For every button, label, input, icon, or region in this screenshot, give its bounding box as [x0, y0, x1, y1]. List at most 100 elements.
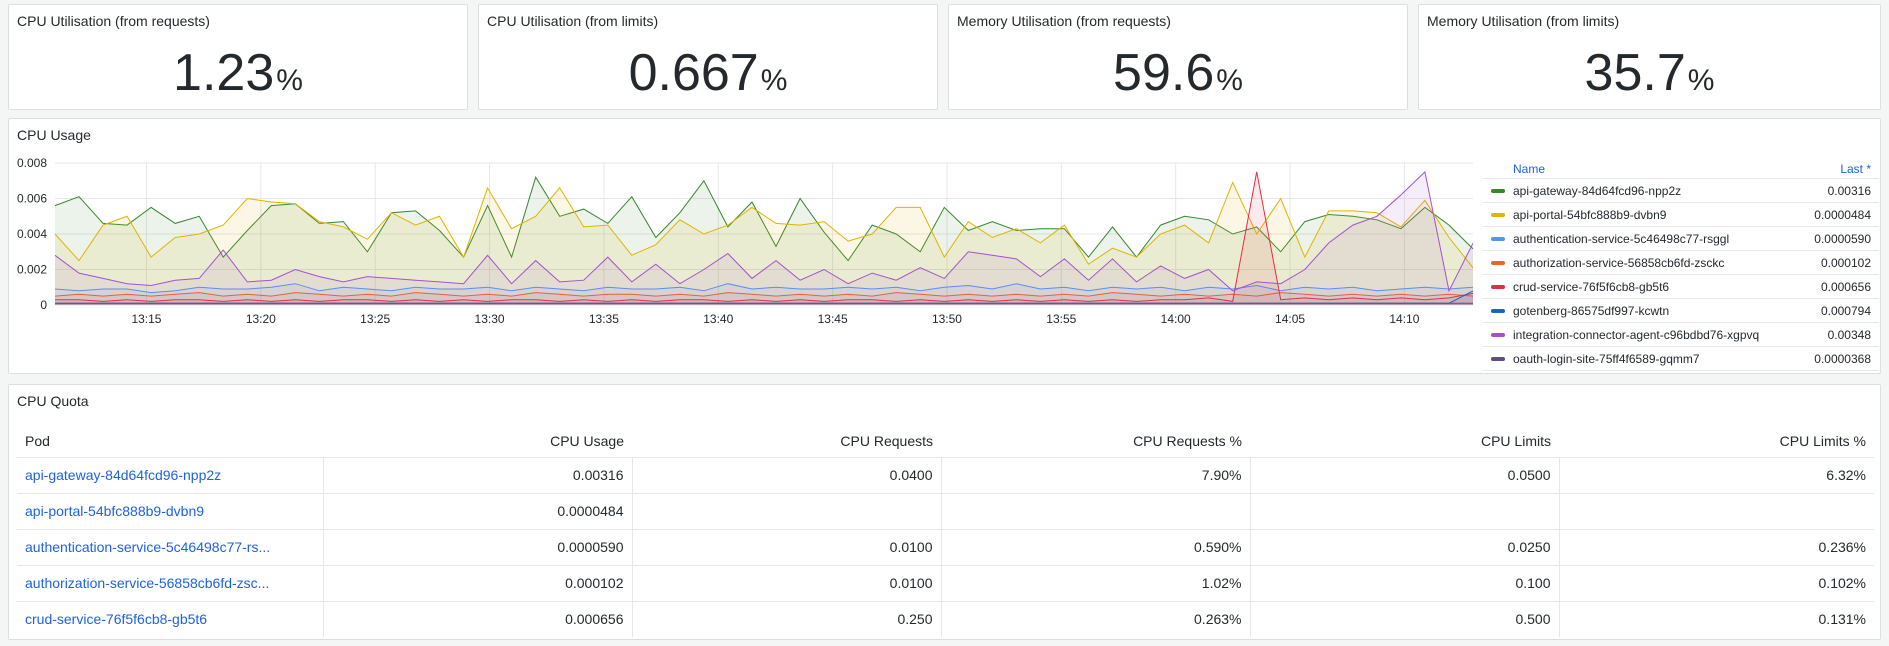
x-tick-label: 13:35 [589, 312, 619, 326]
y-tick-label: 0.008 [17, 156, 47, 170]
x-tick-label: 13:50 [932, 312, 962, 326]
legend-item-name: api-portal-54bfc888b9-dvbn9 [1513, 207, 1667, 222]
table-cell: 0.250 [631, 601, 941, 637]
series-area [55, 182, 1473, 305]
x-tick-label: 13:45 [818, 312, 848, 326]
legend-item[interactable]: gotenberg-86575df997-kcwtn 0.000794 [1483, 299, 1879, 323]
stat-value: 59.6% [949, 43, 1407, 111]
table-cell: 0.000102 [322, 565, 632, 602]
panel-title: CPU Quota [17, 393, 89, 409]
legend-header-last[interactable]: Last * [1840, 161, 1871, 176]
x-tick-label: 13:30 [475, 312, 505, 326]
column-header-cpu-limits-pct[interactable]: CPU Limits % [1559, 425, 1874, 458]
pod-link[interactable]: authorization-service-56858cb6fd-zsc... [17, 565, 323, 602]
legend-swatch [1491, 285, 1505, 289]
stat-number: 1.23 [173, 44, 275, 102]
chart-legend: Name Last * api-gateway-84d64fcd96-npp2z… [1483, 159, 1879, 371]
stat-title: CPU Utilisation (from requests) [17, 13, 210, 29]
pod-link[interactable]: api-portal-54bfc888b9-dvbn9 [17, 493, 323, 530]
legend-rows: api-gateway-84d64fcd96-npp2z 0.00316 api-p… [1483, 179, 1879, 371]
stat-title: CPU Utilisation (from limits) [487, 13, 659, 29]
stat-title: Memory Utilisation (from limits) [1427, 13, 1620, 29]
legend-swatch [1491, 213, 1505, 217]
stat-panel-cpu-limits[interactable]: CPU Utilisation (from limits) 0.667% [478, 4, 938, 110]
legend-swatch [1491, 309, 1505, 313]
legend-item[interactable]: oauth-login-site-75ff4f6589-gqmm7 0.00003… [1483, 347, 1879, 371]
legend-item-name: oauth-login-site-75ff4f6589-gqmm7 [1513, 351, 1700, 366]
legend-item[interactable]: authentication-service-5c46498c77-rsggl 0… [1483, 227, 1879, 251]
table-row: authentication-service-5c46498c77-rs... 0… [17, 529, 1874, 566]
pod-link[interactable]: crud-service-76f5f6cb8-gb5t6 [25, 611, 208, 628]
stat-unit: % [1687, 64, 1715, 97]
cpu-usage-chart[interactable]: 0 0.002 0.004 0.006 0.008 13:15 13:20 13:25 13:3… [9, 147, 1479, 373]
column-header-pod[interactable]: Pod [17, 425, 323, 458]
table-cell [1558, 493, 1874, 530]
y-tick-label: 0.006 [17, 192, 47, 206]
y-tick-label: 0.004 [17, 227, 47, 241]
y-tick-label: 0 [40, 298, 47, 312]
table-body: api-gateway-84d64fcd96-npp2z 0.00316 0.040… [17, 457, 1874, 637]
x-tick-label: 13:15 [131, 312, 161, 326]
legend-item-last: 0.0000368 [1814, 351, 1871, 366]
pod-link[interactable]: api-gateway-84d64fcd96-npp2z [17, 457, 323, 494]
table-cell: 1.02% [940, 565, 1250, 602]
table-row: api-portal-54bfc888b9-dvbn9 0.0000484 [17, 493, 1874, 530]
table-cell: 0.000656 [322, 601, 632, 637]
column-header-cpu-requests[interactable]: CPU Requests [632, 425, 941, 458]
legend-item[interactable]: authorization-service-56858cb6fd-zsckc 0.… [1483, 251, 1879, 275]
legend-item-last: 0.00348 [1827, 327, 1871, 342]
table-cell: 0.0000590 [322, 529, 632, 566]
legend-item-name: crud-service-76f5f6cb8-gb5t6 [1513, 279, 1670, 294]
table-cell: 0.102% [1558, 565, 1874, 602]
stat-panel-cpu-requests[interactable]: CPU Utilisation (from requests) 1.23% [8, 4, 468, 110]
cpu-quota-panel[interactable]: CPU Quota Pod CPU Usage CPU Requests CPU… [8, 384, 1881, 640]
stat-title: Memory Utilisation (from requests) [957, 13, 1171, 29]
legend-header: Name Last * [1483, 159, 1879, 179]
column-header-cpu-limits[interactable]: CPU Limits [1250, 425, 1559, 458]
legend-item[interactable]: api-portal-54bfc888b9-dvbn9 0.0000484 [1483, 203, 1879, 227]
table-cell: 0.263% [940, 601, 1250, 637]
series-line[interactable] [54, 170, 1474, 293]
table-row: crud-service-76f5f6cb8-gb5t6 0.000656 0.25… [17, 601, 1874, 637]
series-line[interactable] [54, 283, 1474, 294]
legend-swatch [1491, 189, 1505, 193]
legend-item-name: gotenberg-86575df997-kcwtn [1513, 303, 1670, 318]
legend-item-last: 0.0000484 [1814, 207, 1871, 222]
column-header-cpu-usage[interactable]: CPU Usage [323, 425, 632, 458]
table-cell: 0.100 [1249, 565, 1559, 602]
legend-swatch [1491, 237, 1505, 241]
stat-value: 1.23% [9, 43, 467, 111]
table-cell: 0.0100 [631, 529, 941, 566]
series-line[interactable] [54, 175, 1474, 262]
stat-number: 0.667 [628, 44, 759, 102]
table-cell: 0.0000484 [322, 493, 632, 530]
table-header-row: Pod CPU Usage CPU Requests CPU Requests … [17, 425, 1874, 458]
table-cell [631, 493, 941, 530]
series-line[interactable] [54, 292, 1474, 297]
legend-swatch [1491, 333, 1505, 337]
stat-unit: % [760, 64, 788, 97]
table-cell: 0.590% [940, 529, 1250, 566]
stat-panel-memory-limits[interactable]: Memory Utilisation (from limits) 35.7% [1418, 4, 1881, 110]
legend-item[interactable]: api-gateway-84d64fcd96-npp2z 0.00316 [1483, 179, 1879, 203]
series-area [55, 177, 1473, 305]
legend-item-last: 0.000656 [1820, 279, 1871, 294]
table-cell: 0.500 [1249, 601, 1559, 637]
stat-value: 0.667% [479, 43, 937, 111]
stat-panel-memory-requests[interactable]: Memory Utilisation (from requests) 59.6% [948, 4, 1408, 110]
legend-item[interactable]: crud-service-76f5f6cb8-gb5t6 0.000656 [1483, 275, 1879, 299]
table-cell: 0.00316 [322, 457, 632, 494]
legend-item-last: 0.000794 [1820, 303, 1871, 318]
series-line[interactable] [54, 181, 1474, 269]
pod-link[interactable]: authentication-service-5c46498c77-rs... [17, 529, 323, 566]
x-tick-label: 14:05 [1275, 312, 1305, 326]
series-line[interactable] [55, 171, 1474, 302]
x-tick-label: 14:00 [1161, 312, 1191, 326]
y-tick-label: 0.002 [17, 263, 47, 277]
column-header-cpu-requests-pct[interactable]: CPU Requests % [941, 425, 1250, 458]
legend-item[interactable]: integration-connector-agent-c96bdbd76-xg… [1483, 323, 1879, 347]
cpu-usage-panel[interactable]: CPU Usage 0 0.002 0.004 0.006 0.008 13:15 13:2… [8, 118, 1881, 374]
series-area [55, 292, 1473, 305]
stat-number: 59.6 [1113, 44, 1215, 102]
legend-header-name[interactable]: Name [1513, 161, 1546, 176]
